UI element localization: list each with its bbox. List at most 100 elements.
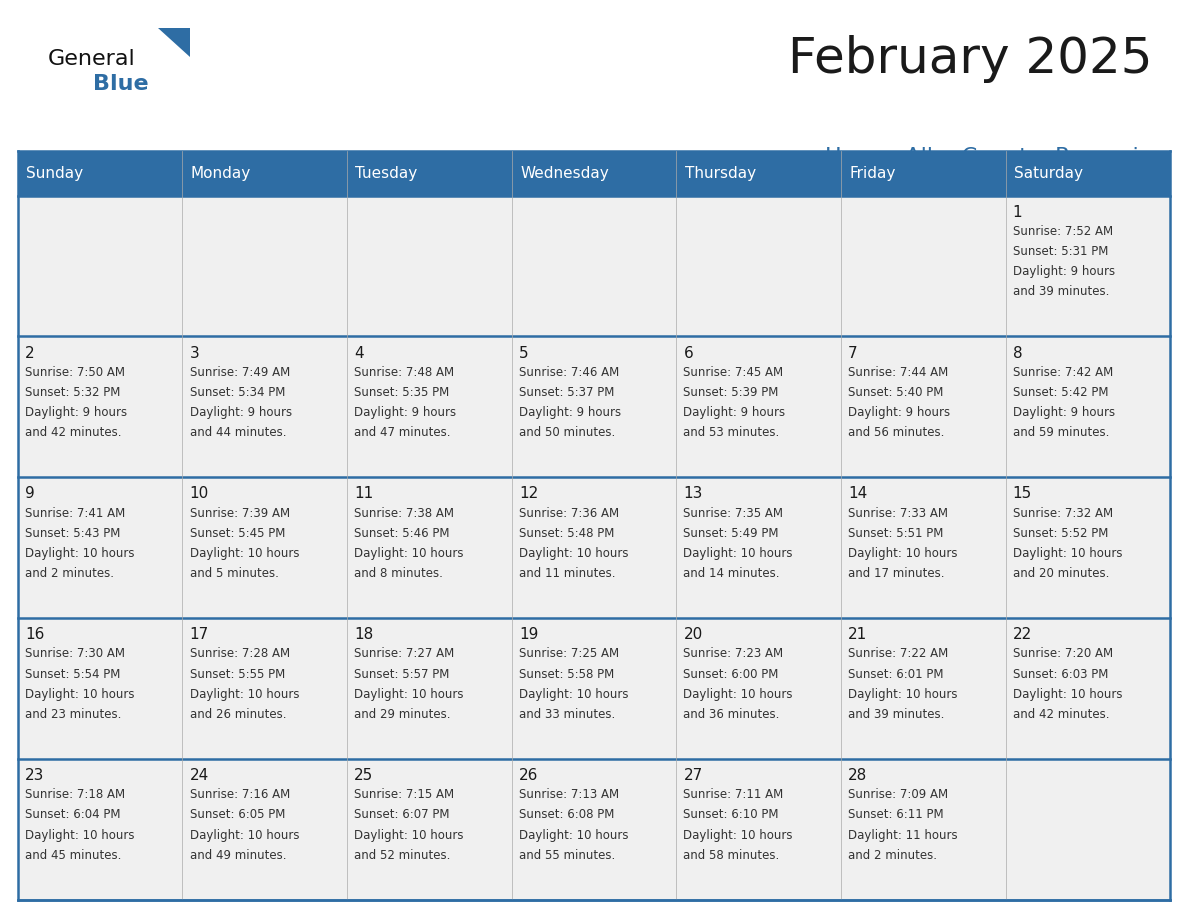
Text: Sunset: 6:03 PM: Sunset: 6:03 PM (1012, 667, 1108, 680)
Text: Daylight: 10 hours: Daylight: 10 hours (25, 688, 134, 700)
Text: and 39 minutes.: and 39 minutes. (848, 708, 944, 721)
Text: 13: 13 (683, 487, 703, 501)
Text: Thursday: Thursday (684, 166, 756, 181)
Text: Sunrise: 7:33 AM: Sunrise: 7:33 AM (848, 507, 948, 520)
Text: 14: 14 (848, 487, 867, 501)
Text: 12: 12 (519, 487, 538, 501)
FancyBboxPatch shape (18, 196, 1170, 336)
Text: Daylight: 9 hours: Daylight: 9 hours (25, 406, 127, 420)
Text: Sunset: 5:39 PM: Sunset: 5:39 PM (683, 386, 779, 399)
Text: and 59 minutes.: and 59 minutes. (1012, 426, 1110, 440)
Text: Sunrise: 7:49 AM: Sunrise: 7:49 AM (190, 365, 290, 379)
Text: and 2 minutes.: and 2 minutes. (848, 849, 937, 862)
Text: Daylight: 9 hours: Daylight: 9 hours (1012, 265, 1114, 278)
Text: Sunrise: 7:25 AM: Sunrise: 7:25 AM (519, 647, 619, 660)
Text: Sunset: 5:52 PM: Sunset: 5:52 PM (1012, 527, 1108, 540)
Text: 9: 9 (25, 487, 34, 501)
Text: and 14 minutes.: and 14 minutes. (683, 567, 781, 580)
Text: 21: 21 (848, 627, 867, 643)
Text: Daylight: 9 hours: Daylight: 9 hours (190, 406, 292, 420)
Text: and 23 minutes.: and 23 minutes. (25, 708, 121, 721)
Text: Horea, Alba County, Romania: Horea, Alba County, Romania (824, 147, 1152, 167)
FancyBboxPatch shape (18, 759, 1170, 900)
Text: and 42 minutes.: and 42 minutes. (1012, 708, 1110, 721)
Text: 6: 6 (683, 345, 693, 361)
Text: and 50 minutes.: and 50 minutes. (519, 426, 615, 440)
Text: 3: 3 (190, 345, 200, 361)
Text: Sunset: 5:55 PM: Sunset: 5:55 PM (190, 667, 285, 680)
Text: Sunset: 5:51 PM: Sunset: 5:51 PM (848, 527, 943, 540)
Text: and 29 minutes.: and 29 minutes. (354, 708, 450, 721)
Text: Daylight: 10 hours: Daylight: 10 hours (354, 829, 463, 842)
Text: Sunset: 6:08 PM: Sunset: 6:08 PM (519, 809, 614, 822)
Text: General: General (48, 49, 135, 69)
Text: 24: 24 (190, 768, 209, 783)
Text: and 33 minutes.: and 33 minutes. (519, 708, 615, 721)
Text: Sunset: 5:42 PM: Sunset: 5:42 PM (1012, 386, 1108, 399)
Text: Sunset: 5:43 PM: Sunset: 5:43 PM (25, 527, 120, 540)
FancyBboxPatch shape (18, 151, 1170, 196)
Text: and 47 minutes.: and 47 minutes. (354, 426, 450, 440)
Text: 26: 26 (519, 768, 538, 783)
Text: Sunset: 5:31 PM: Sunset: 5:31 PM (1012, 245, 1108, 258)
Text: Daylight: 10 hours: Daylight: 10 hours (1012, 688, 1123, 700)
Text: Blue: Blue (93, 73, 148, 94)
Text: Sunrise: 7:16 AM: Sunrise: 7:16 AM (190, 789, 290, 801)
Text: Sunset: 5:48 PM: Sunset: 5:48 PM (519, 527, 614, 540)
Text: and 52 minutes.: and 52 minutes. (354, 849, 450, 862)
FancyBboxPatch shape (18, 618, 1170, 759)
Text: Sunrise: 7:44 AM: Sunrise: 7:44 AM (848, 365, 948, 379)
Text: and 55 minutes.: and 55 minutes. (519, 849, 615, 862)
Text: and 5 minutes.: and 5 minutes. (190, 567, 278, 580)
Text: Sunset: 6:11 PM: Sunset: 6:11 PM (848, 809, 943, 822)
Text: 28: 28 (848, 768, 867, 783)
Text: Sunrise: 7:13 AM: Sunrise: 7:13 AM (519, 789, 619, 801)
Text: Sunrise: 7:42 AM: Sunrise: 7:42 AM (1012, 365, 1113, 379)
Text: Sunrise: 7:09 AM: Sunrise: 7:09 AM (848, 789, 948, 801)
Text: and 44 minutes.: and 44 minutes. (190, 426, 286, 440)
Text: Sunset: 5:49 PM: Sunset: 5:49 PM (683, 527, 779, 540)
Text: Daylight: 9 hours: Daylight: 9 hours (519, 406, 621, 420)
Text: and 36 minutes.: and 36 minutes. (683, 708, 779, 721)
Text: Daylight: 10 hours: Daylight: 10 hours (25, 547, 134, 560)
Text: Saturday: Saturday (1013, 166, 1083, 181)
Text: 27: 27 (683, 768, 702, 783)
Text: Sunset: 5:35 PM: Sunset: 5:35 PM (354, 386, 449, 399)
Text: 11: 11 (354, 487, 373, 501)
Text: 17: 17 (190, 627, 209, 643)
FancyBboxPatch shape (18, 477, 1170, 618)
Text: Sunrise: 7:30 AM: Sunrise: 7:30 AM (25, 647, 125, 660)
Text: and 56 minutes.: and 56 minutes. (848, 426, 944, 440)
Text: 2: 2 (25, 345, 34, 361)
Text: Sunset: 5:46 PM: Sunset: 5:46 PM (354, 527, 450, 540)
Text: Sunrise: 7:11 AM: Sunrise: 7:11 AM (683, 789, 784, 801)
Text: Daylight: 10 hours: Daylight: 10 hours (354, 688, 463, 700)
Text: Daylight: 10 hours: Daylight: 10 hours (519, 688, 628, 700)
Text: Daylight: 10 hours: Daylight: 10 hours (519, 547, 628, 560)
Text: and 53 minutes.: and 53 minutes. (683, 426, 779, 440)
Text: Sunset: 5:54 PM: Sunset: 5:54 PM (25, 667, 120, 680)
Text: Sunrise: 7:15 AM: Sunrise: 7:15 AM (354, 789, 454, 801)
Text: and 11 minutes.: and 11 minutes. (519, 567, 615, 580)
Text: 5: 5 (519, 345, 529, 361)
Text: Sunrise: 7:23 AM: Sunrise: 7:23 AM (683, 647, 784, 660)
Text: Sunrise: 7:32 AM: Sunrise: 7:32 AM (1012, 507, 1113, 520)
Text: Sunset: 6:07 PM: Sunset: 6:07 PM (354, 809, 450, 822)
Text: Daylight: 10 hours: Daylight: 10 hours (190, 547, 299, 560)
Text: Daylight: 10 hours: Daylight: 10 hours (190, 688, 299, 700)
Polygon shape (158, 28, 190, 57)
Text: Sunset: 6:01 PM: Sunset: 6:01 PM (848, 667, 943, 680)
Text: 19: 19 (519, 627, 538, 643)
Text: Sunset: 5:57 PM: Sunset: 5:57 PM (354, 667, 449, 680)
Text: Sunrise: 7:18 AM: Sunrise: 7:18 AM (25, 789, 125, 801)
Text: Sunrise: 7:20 AM: Sunrise: 7:20 AM (1012, 647, 1113, 660)
Text: and 26 minutes.: and 26 minutes. (190, 708, 286, 721)
Text: February 2025: February 2025 (788, 35, 1152, 83)
Text: Daylight: 9 hours: Daylight: 9 hours (683, 406, 785, 420)
Text: and 2 minutes.: and 2 minutes. (25, 567, 114, 580)
Text: 25: 25 (354, 768, 373, 783)
Text: and 45 minutes.: and 45 minutes. (25, 849, 121, 862)
Text: and 8 minutes.: and 8 minutes. (354, 567, 443, 580)
Text: Daylight: 9 hours: Daylight: 9 hours (354, 406, 456, 420)
Text: Daylight: 10 hours: Daylight: 10 hours (683, 547, 792, 560)
